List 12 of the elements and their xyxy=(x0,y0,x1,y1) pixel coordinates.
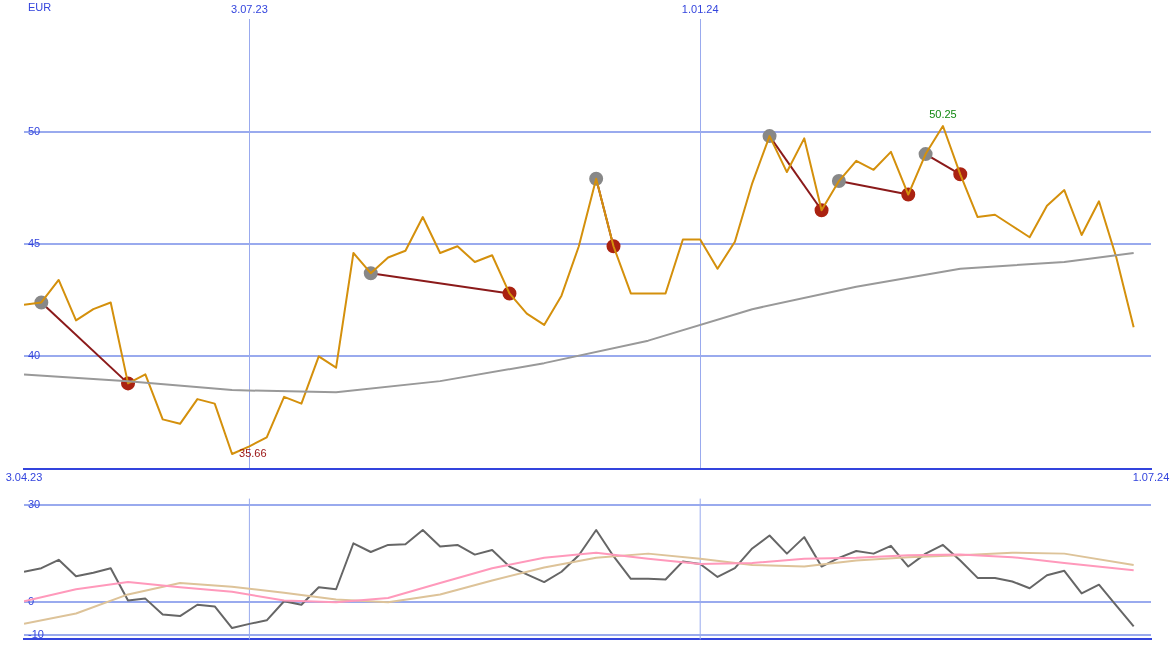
x-tick-label: 3.04.23 xyxy=(5,471,43,484)
x-tick-label: 1.07.24 xyxy=(1132,471,1170,484)
y-tick-label: 30 xyxy=(28,498,41,511)
annotation: 35.66 xyxy=(239,446,267,459)
x2-tick-label: 1.01.24 xyxy=(681,2,719,15)
y-tick-label: 45 xyxy=(28,237,41,250)
y-axis-title: EUR xyxy=(28,0,52,13)
y-tick-label: 40 xyxy=(28,349,41,362)
y-tick-label: -10 xyxy=(28,627,44,640)
annotation: 50.25 xyxy=(929,107,957,120)
x2-tick-label: 3.07.23 xyxy=(231,2,268,15)
y-tick-label: 50 xyxy=(28,124,41,137)
